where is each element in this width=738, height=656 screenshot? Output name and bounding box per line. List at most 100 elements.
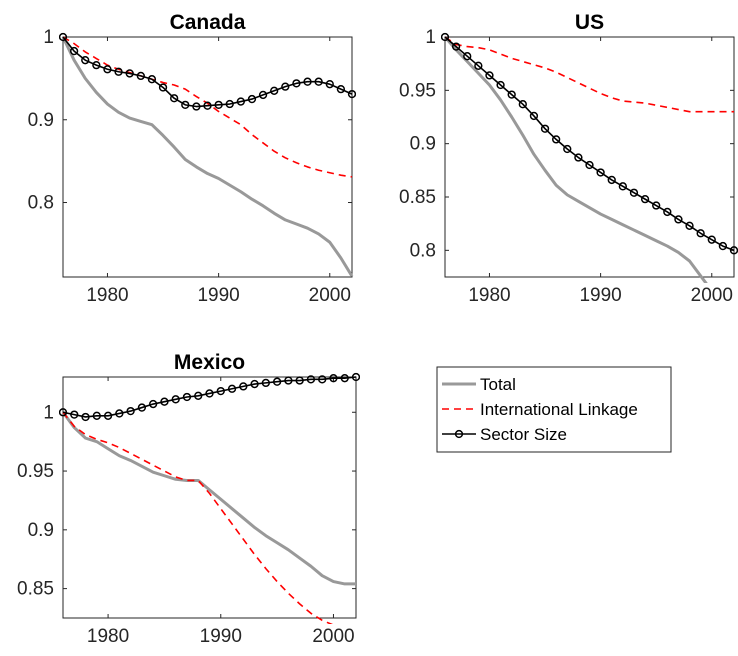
data-point-sector-size <box>451 42 461 51</box>
data-point-sector-size <box>225 99 234 109</box>
x-tick-label: 1990 <box>197 285 239 306</box>
y-tick-label: 0.9 <box>28 110 54 131</box>
data-point-sector-size <box>103 411 113 420</box>
data-point-sector-size <box>203 101 212 110</box>
data-point-sector-size <box>336 84 346 94</box>
series-group <box>441 32 738 283</box>
data-point-sector-size <box>292 79 301 88</box>
series-line-total <box>61 411 356 586</box>
data-point-sector-size <box>552 135 561 144</box>
data-point-sector-size <box>59 408 68 417</box>
data-point-sector-size <box>92 411 101 420</box>
data-point-sector-size <box>507 90 516 99</box>
data-point-sector-size <box>463 52 472 61</box>
series-line-international-linkage <box>62 36 353 178</box>
data-point-sector-size <box>347 89 356 99</box>
data-point-sector-size <box>125 69 134 78</box>
data-point-sector-size <box>696 229 705 238</box>
data-point-sector-size <box>295 376 304 385</box>
data-point-sector-size <box>574 153 583 162</box>
data-point-sector-size <box>585 160 594 170</box>
data-point-sector-size <box>205 389 214 398</box>
data-point-sector-size <box>707 235 716 244</box>
data-point-sector-size <box>126 406 135 416</box>
data-point-sector-size <box>518 100 527 109</box>
data-point-sector-size <box>81 412 90 422</box>
data-point-sector-size <box>618 182 627 191</box>
data-point-sector-size <box>81 56 90 65</box>
x-tick-label: 2000 <box>691 285 733 306</box>
data-point-sector-size <box>563 144 572 154</box>
data-point-sector-size <box>596 168 605 177</box>
data-point-sector-size <box>485 71 494 80</box>
data-point-sector-size <box>281 82 290 91</box>
x-tick-label: 1990 <box>579 285 621 306</box>
data-point-sector-size <box>170 94 179 103</box>
data-point-sector-size <box>137 403 147 412</box>
data-point-sector-size <box>607 175 616 185</box>
x-tick-label: 1980 <box>468 285 510 306</box>
data-point-sector-size <box>236 97 245 106</box>
y-tick-label: 1 <box>425 27 436 48</box>
x-tick-label: 1980 <box>87 626 129 647</box>
data-point-sector-size <box>250 379 259 389</box>
data-point-sector-size <box>340 374 349 383</box>
chart-title: Canada <box>170 11 246 34</box>
data-point-sector-size <box>685 221 694 230</box>
y-tick-label: 0.8 <box>28 193 54 214</box>
data-point-sector-size <box>158 83 168 92</box>
series-line-total <box>61 36 354 277</box>
data-point-sector-size <box>270 86 279 95</box>
series-group <box>59 372 360 624</box>
legend-label-total: Total <box>480 375 516 394</box>
data-point-sector-size <box>181 100 190 110</box>
data-point-sector-size <box>314 77 323 86</box>
data-point-sector-size <box>529 111 539 121</box>
data-point-sector-size <box>718 241 728 251</box>
data-point-sector-size <box>92 60 101 70</box>
data-point-sector-size <box>629 188 639 197</box>
data-point-sector-size <box>496 80 505 90</box>
x-tick-label: 2000 <box>312 626 354 647</box>
data-point-sector-size <box>441 32 450 42</box>
legend-box <box>436 366 672 453</box>
series-line-total <box>443 36 708 283</box>
data-point-sector-size <box>69 46 79 56</box>
data-point-sector-size <box>318 375 327 384</box>
legend-label-sector-size: Sector Size <box>480 425 567 444</box>
data-point-sector-size <box>103 65 112 74</box>
plot-area <box>62 36 353 278</box>
data-point-sector-size <box>351 372 360 382</box>
plot-area <box>444 36 735 278</box>
series-line-international-linkage <box>444 36 734 113</box>
data-point-sector-size <box>261 378 270 388</box>
data-point-sector-size <box>474 61 483 70</box>
data-point-sector-size <box>674 215 683 224</box>
data-point-sector-size <box>194 391 203 400</box>
x-tick-label: 1990 <box>200 626 242 647</box>
data-point-sector-size <box>640 194 650 204</box>
data-point-sector-size <box>247 94 257 104</box>
data-point-sector-size <box>325 80 334 89</box>
y-tick-label: 1 <box>43 27 54 48</box>
data-point-sector-size <box>306 375 316 384</box>
data-point-sector-size <box>652 201 661 210</box>
legend-marker-sector-size <box>454 429 464 439</box>
series-line-sector-size <box>444 36 735 252</box>
data-point-sector-size <box>171 395 180 404</box>
data-point-sector-size <box>147 75 157 84</box>
chart-us: 1980 1990 2000 0.8 0.85 0.9 0.95 1 US <box>399 11 738 306</box>
chart-canada: 1980 1990 2000 0.8 0.9 1 Canada <box>28 11 356 306</box>
y-tick-label: 0.9 <box>410 134 436 155</box>
y-tick-label: 0.95 <box>399 80 436 101</box>
y-tick-label: 0.95 <box>17 461 54 482</box>
data-point-sector-size <box>540 124 550 133</box>
x-tick-label: 2000 <box>309 285 351 306</box>
data-point-sector-size <box>258 90 268 100</box>
y-tick-label: 0.85 <box>399 187 436 208</box>
y-tick-label: 0.85 <box>17 579 54 600</box>
data-point-sector-size <box>214 100 223 110</box>
data-point-sector-size <box>160 397 169 406</box>
data-point-sector-size <box>329 374 338 383</box>
